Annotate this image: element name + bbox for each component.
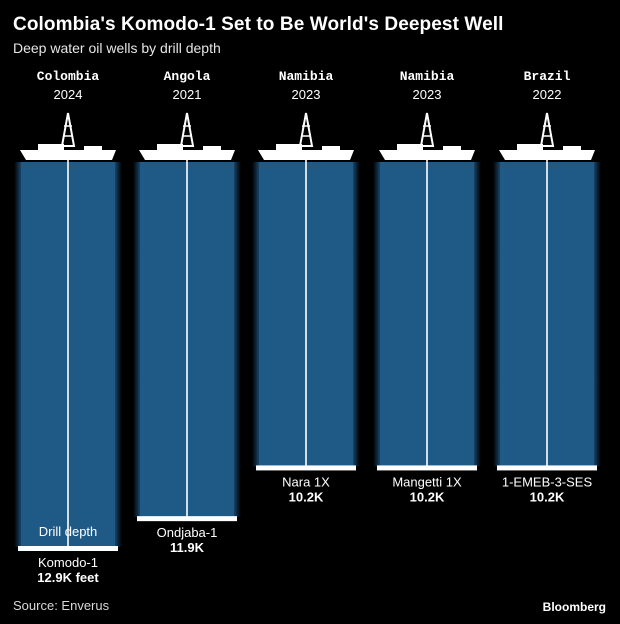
ship-cabin xyxy=(517,144,543,150)
ship-cabin xyxy=(157,144,183,150)
drillship-icon xyxy=(379,112,475,160)
source-note: Source: Enverus xyxy=(13,598,110,613)
well-glow-right xyxy=(234,162,241,518)
well-name-label: Mangetti 1X xyxy=(392,474,462,489)
well-name-label: Ondjaba-1 xyxy=(157,525,218,540)
country-label: Brazil xyxy=(524,69,571,84)
drillship-icon xyxy=(20,112,116,160)
well-glow-left xyxy=(133,162,140,518)
country-label: Angola xyxy=(164,69,211,84)
depth-value-label: 12.9K feet xyxy=(37,570,99,585)
well-glow-right xyxy=(353,162,360,467)
well-bottom-marker xyxy=(256,465,356,471)
drillship-icon xyxy=(139,112,235,160)
derrick-icon xyxy=(539,112,555,147)
well-bottom-marker xyxy=(137,516,237,522)
well-name-label: Nara 1X xyxy=(282,474,330,489)
derrick-icon xyxy=(298,112,314,147)
drill-depth-annotation: Drill depth xyxy=(39,524,98,539)
well-bottom-marker xyxy=(18,546,118,551)
country-label: Colombia xyxy=(37,69,100,84)
drillship-icon xyxy=(258,112,354,160)
ship-hull xyxy=(379,150,475,160)
depth-value-label: 11.9K xyxy=(170,540,205,555)
derrick-icon xyxy=(419,112,435,147)
ship-deck xyxy=(443,146,461,150)
depth-value-label: 10.2K xyxy=(410,489,445,504)
year-label: 2024 xyxy=(54,87,83,102)
depth-value-label: 10.2K xyxy=(289,489,324,504)
well-glow-left xyxy=(373,162,380,467)
country-label: Namibia xyxy=(279,69,334,84)
year-label: 2023 xyxy=(292,87,321,102)
chart-subtitle: Deep water oil wells by drill depth xyxy=(13,40,221,56)
ship-cabin xyxy=(397,144,423,150)
bloomberg-logo: Bloomberg xyxy=(542,600,606,614)
drillship-icon xyxy=(499,112,595,160)
country-label: Namibia xyxy=(400,69,455,84)
year-label: 2022 xyxy=(533,87,562,102)
well-glow-right xyxy=(115,162,122,547)
depth-value-label: 10.2K xyxy=(530,489,565,504)
derrick-icon xyxy=(60,112,76,147)
ship-deck xyxy=(84,146,102,150)
well-glow-left xyxy=(14,162,21,547)
ship-deck xyxy=(322,146,340,150)
well-name-label: 1-EMEB-3-SES xyxy=(502,474,593,489)
well-bottom-marker xyxy=(377,465,477,471)
chart-title: Colombia's Komodo-1 Set to Be World's De… xyxy=(13,14,504,35)
well-glow-right xyxy=(594,162,601,467)
well-glow-left xyxy=(493,162,500,467)
well-bottom-marker xyxy=(497,465,597,471)
ship-deck xyxy=(563,146,581,150)
well-column xyxy=(493,112,601,471)
well-name-label: Komodo-1 xyxy=(38,555,98,570)
ship-deck xyxy=(203,146,221,150)
well-column xyxy=(252,112,360,471)
well-glow-right xyxy=(474,162,481,467)
well-column xyxy=(133,112,241,522)
ship-hull xyxy=(20,150,116,160)
ship-hull xyxy=(258,150,354,160)
well-column xyxy=(14,112,122,551)
ship-hull xyxy=(499,150,595,160)
ship-hull xyxy=(139,150,235,160)
ship-cabin xyxy=(276,144,302,150)
derrick-icon xyxy=(179,112,195,147)
well-column xyxy=(373,112,481,471)
well-glow-left xyxy=(252,162,259,467)
year-label: 2021 xyxy=(173,87,202,102)
year-label: 2023 xyxy=(413,87,442,102)
ship-cabin xyxy=(38,144,64,150)
